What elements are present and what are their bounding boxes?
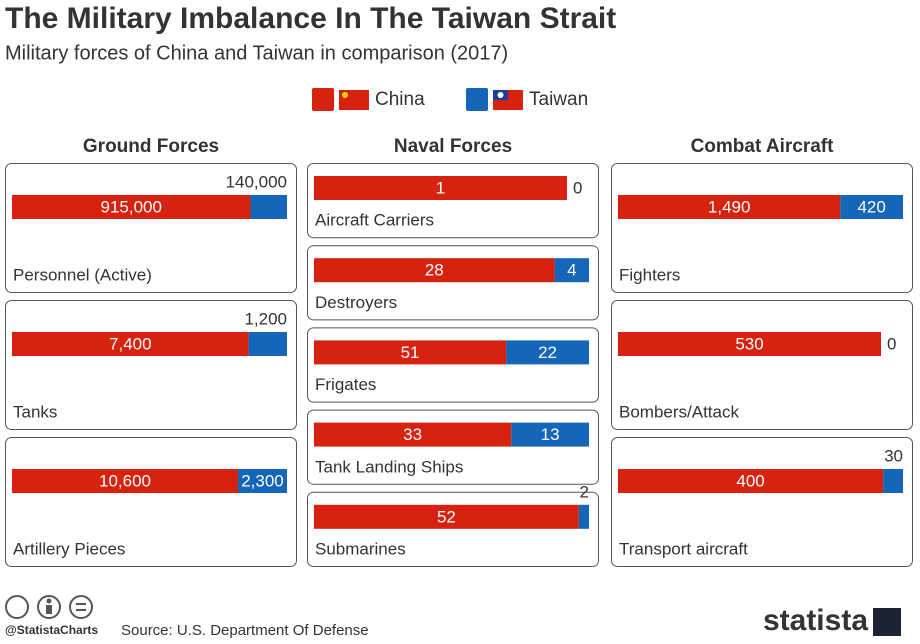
subtitle: Military forces of China and Taiwan in c… [5,42,508,64]
legend-label: China [375,89,425,110]
category-label: Destroyers [315,293,397,312]
footer-icons [5,595,93,619]
taiwan-bar [506,340,589,365]
value-label: 1,200 [244,309,287,328]
brand: statista [763,604,868,637]
china-bar [618,195,841,219]
category-label: Aircraft Carriers [315,211,434,230]
value-label: 2,300 [241,471,284,490]
china-bar [12,195,251,219]
value-label: 420 [857,197,885,216]
group-title: Combat Aircraft [691,136,835,157]
value-label: 7,400 [109,334,152,353]
china-bar [314,258,555,283]
value-label: 140,000 [226,172,287,191]
value-label: 22 [538,343,557,362]
value-label: 400 [736,471,764,490]
value-label: 4 [567,261,576,280]
taiwan-bar [554,258,589,283]
by-icon-head [46,598,52,604]
legend-flag-sun [497,92,504,98]
value-label: 30 [884,446,903,465]
by-icon [37,595,61,619]
taiwan-bar [237,469,287,493]
china-bar [12,469,238,493]
value-label: 915,000 [101,197,162,216]
china-bar [618,469,884,493]
value-label: 13 [541,425,560,444]
value-label: 0 [573,178,582,197]
value-label: 1 [436,178,445,197]
title: The Military Imbalance In The Taiwan Str… [5,2,616,35]
china-bar [12,332,249,356]
cc-icon [5,595,29,619]
group-title: Naval Forces [394,136,512,157]
category-label: Fighters [619,265,680,284]
nd-icon [69,595,93,619]
taiwan-bar [578,504,589,529]
category-label: Frigates [315,375,376,394]
china-bar [314,504,579,529]
value-label: 10,600 [99,471,151,490]
value-label: 51 [401,343,420,362]
category-label: Transport aircraft [619,539,748,558]
handle: @StatistaCharts [5,623,98,637]
value-label: 530 [735,334,763,353]
brand-logo [873,608,901,636]
category-label: Tanks [13,402,57,421]
taiwan-bar [883,469,903,493]
taiwan-bar [511,422,589,447]
value-label: 0 [887,334,896,353]
value-label: 33 [403,425,422,444]
taiwan-bar [250,195,287,219]
source: Source: U.S. Department Of Defense [121,622,369,639]
legend-flag-star [342,92,348,98]
china-bar [314,422,512,447]
legend-label: Taiwan [529,89,588,110]
category-label: Tank Landing Ships [315,457,463,476]
taiwan-bar [248,332,287,356]
group-title: Ground Forces [83,136,219,157]
value-label: 28 [425,261,444,280]
china-bar [618,332,881,356]
category-label: Bombers/Attack [619,402,739,421]
value-label: 1,490 [708,197,751,216]
category-label: Submarines [315,539,406,558]
by-icon-body [46,605,52,614]
value-label: 2 [580,482,589,501]
category-label: Personnel (Active) [13,265,152,284]
taiwan-bar [840,195,903,219]
legend-swatch [312,88,334,111]
value-label: 52 [437,507,456,526]
category-label: Artillery Pieces [13,539,125,558]
china-bar [314,340,507,365]
china-bar [314,176,567,200]
legend-swatch [466,88,488,111]
